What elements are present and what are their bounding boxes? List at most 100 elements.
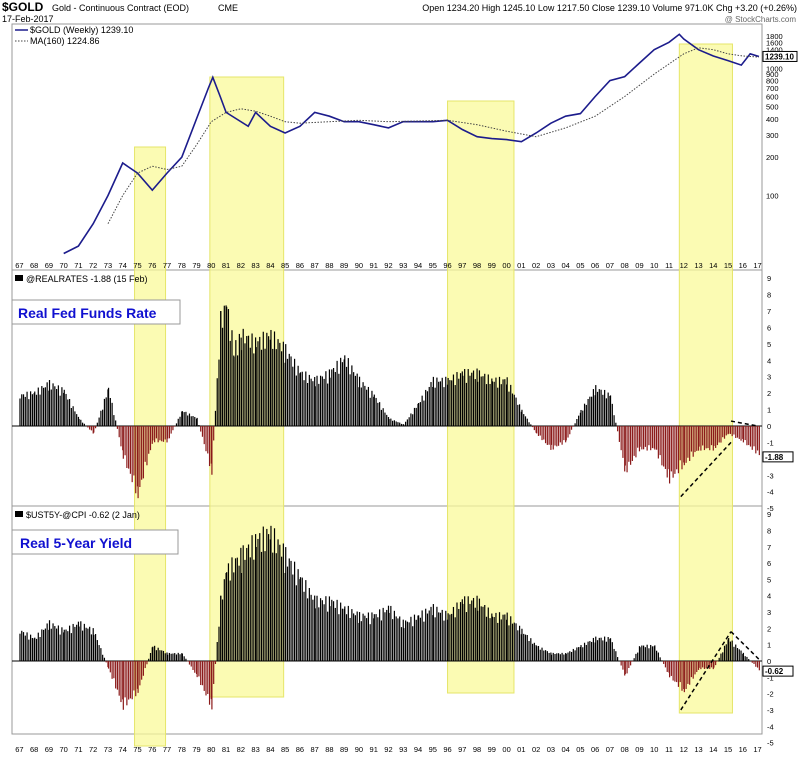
bar-negative (139, 661, 141, 686)
bar-positive (729, 641, 732, 661)
bar-positive (413, 407, 416, 426)
x-tick-label-top: 01 (517, 261, 525, 270)
bar-positive (609, 638, 612, 661)
bar-positive (318, 607, 320, 661)
bar-positive (546, 651, 548, 661)
bar-positive (611, 642, 613, 661)
x-tick-label-top: 97 (458, 261, 466, 270)
bar-positive (306, 598, 309, 661)
bar-negative (661, 426, 663, 466)
bar-positive (30, 634, 32, 661)
bar-positive (418, 403, 420, 426)
bar-positive (451, 613, 453, 661)
bar-negative (664, 426, 667, 469)
bar-positive (390, 605, 392, 661)
x-tick-label-bottom: 81 (222, 745, 230, 754)
bar-negative (740, 426, 742, 441)
bar-negative (565, 426, 567, 441)
bar-positive (441, 609, 443, 661)
bar-negative (663, 661, 665, 664)
bar-positive (395, 421, 397, 426)
bar-positive (148, 658, 150, 661)
bar-positive (544, 650, 547, 661)
bar-positive (415, 407, 417, 426)
bar-positive (63, 389, 65, 426)
bar-positive (406, 419, 408, 426)
bar-positive (388, 419, 390, 426)
bar-positive (373, 394, 375, 426)
bar-positive (113, 415, 115, 426)
bar-negative (728, 426, 730, 434)
bar-positive (380, 409, 382, 426)
bar-negative (196, 661, 198, 678)
bar-positive (613, 648, 615, 661)
bar-positive (467, 369, 469, 426)
bar-negative (115, 661, 117, 689)
bar-positive (462, 603, 464, 661)
bar-positive (46, 623, 48, 661)
bar-negative (157, 426, 159, 443)
x-tick-label-bottom: 90 (355, 745, 363, 754)
bar-positive (109, 397, 111, 426)
bar-positive (478, 370, 481, 426)
bar-negative (213, 426, 215, 441)
bar-negative (87, 426, 89, 428)
x-tick-label-bottom: 80 (207, 745, 215, 754)
bar-positive (266, 332, 268, 426)
bar-positive (600, 389, 602, 426)
bar-negative (674, 426, 676, 474)
bar-positive (303, 591, 305, 661)
bar-negative (142, 426, 145, 479)
bar-positive (484, 605, 486, 661)
bar-negative (541, 426, 543, 441)
bar-negative (124, 661, 126, 698)
bar-positive (285, 344, 287, 426)
bar-positive (30, 391, 32, 426)
last-value-label: -1.88 (765, 453, 784, 462)
bar-negative (654, 426, 656, 450)
bar-positive (168, 652, 170, 661)
x-tick-label-bottom: 02 (532, 745, 540, 754)
bar-positive (412, 414, 414, 426)
bar-positive (513, 622, 515, 661)
bar-positive (392, 420, 394, 426)
bar-negative (687, 426, 689, 458)
bar-positive (50, 389, 52, 426)
bar-positive (187, 415, 189, 426)
bar-positive (454, 385, 456, 426)
bar-positive (218, 359, 220, 426)
bar-positive (604, 389, 606, 426)
bar-positive (59, 634, 61, 661)
bar-negative (748, 426, 750, 446)
bar-negative (569, 426, 571, 435)
bar-positive (477, 381, 479, 426)
bar-positive (190, 416, 192, 426)
bar-positive (54, 386, 56, 426)
bar-negative (683, 661, 685, 693)
bar-positive (35, 394, 38, 426)
bar-positive (340, 602, 342, 661)
bar-negative (746, 426, 748, 446)
tick-label: 6 (767, 559, 771, 568)
x-tick-label-top: 93 (399, 261, 407, 270)
bar-positive (596, 640, 599, 661)
bar-positive (229, 580, 231, 661)
bar-positive (567, 652, 569, 661)
bar-positive (159, 650, 161, 661)
bar-positive (379, 402, 381, 426)
bar-positive (657, 652, 659, 661)
bar-positive (107, 387, 110, 426)
bar-negative (137, 661, 139, 693)
bar-positive (493, 381, 495, 426)
bar-negative (659, 426, 661, 456)
x-tick-label-bottom: 77 (163, 745, 171, 754)
bar-positive (618, 661, 620, 662)
bar-positive (438, 381, 440, 426)
bar-negative (628, 661, 630, 669)
bar-positive (172, 653, 174, 661)
x-tick-label-bottom: 93 (399, 745, 407, 754)
bar-negative (631, 661, 633, 662)
bar-positive (379, 609, 381, 661)
bar-positive (35, 638, 38, 661)
bar-positive (510, 616, 512, 661)
